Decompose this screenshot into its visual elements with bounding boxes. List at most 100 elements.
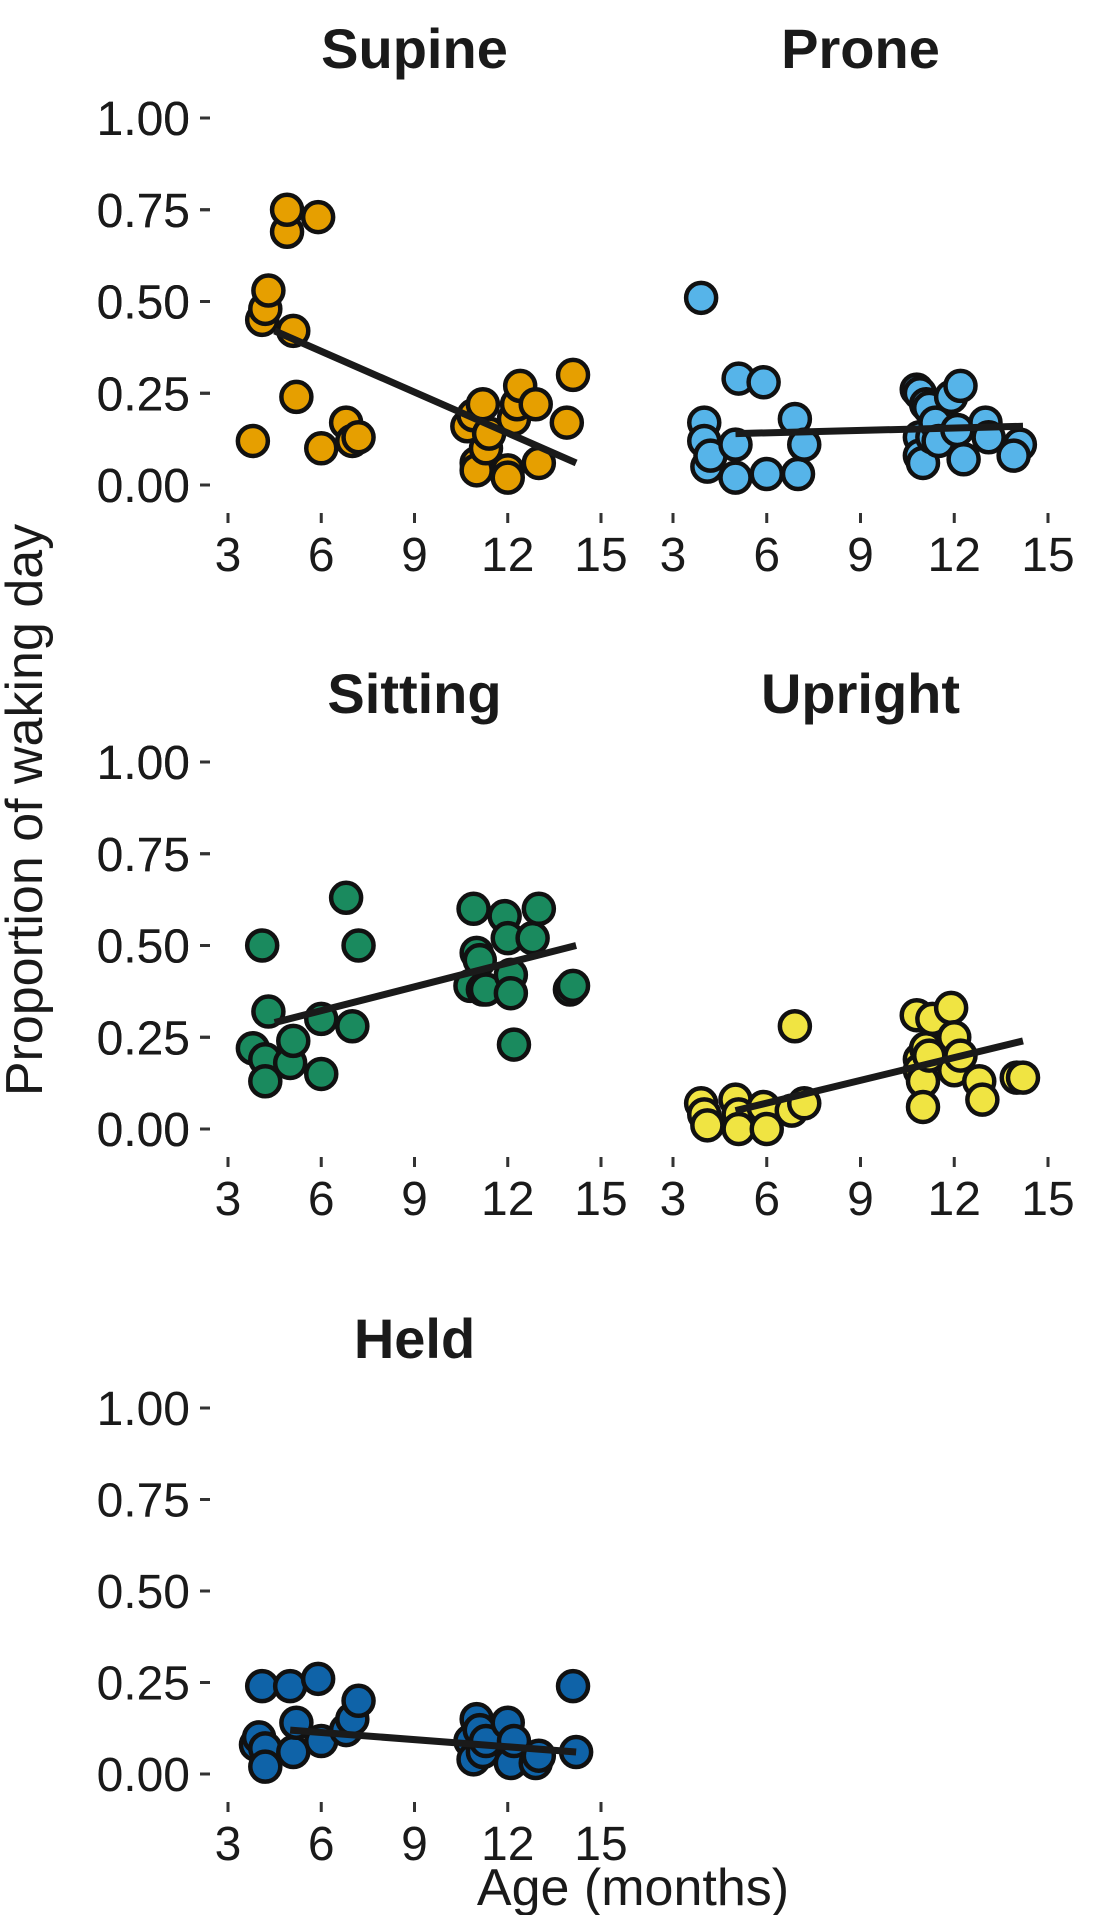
data-point xyxy=(304,431,339,466)
data-point xyxy=(341,420,376,455)
x-tick-label: 3 xyxy=(215,529,242,582)
data-point xyxy=(721,1111,756,1147)
x-tick-label: 6 xyxy=(308,529,335,582)
data-point xyxy=(965,1082,1000,1117)
panel-held: Held 0.00 0.25 0.50 0.75 1.00 3 6 9 12 15 xyxy=(97,1307,628,1871)
data-point xyxy=(690,1108,725,1143)
y-tick-label: 1.00 xyxy=(97,1383,190,1436)
data-point xyxy=(780,456,816,492)
data-point xyxy=(304,1056,339,1092)
y-tick-label: 0.75 xyxy=(97,185,190,238)
data-point xyxy=(248,1749,283,1784)
x-tick-label: 6 xyxy=(753,1173,780,1226)
y-tick-label: 0.25 xyxy=(97,368,190,421)
y-tick-label: 0.75 xyxy=(97,185,190,238)
data-point xyxy=(244,1668,280,1704)
panel-sitting: Sitting 0.00 0.25 0.50 0.75 1.00 3 6 9 12 15 xyxy=(97,662,628,1226)
x-tick-label: 9 xyxy=(401,529,428,582)
data-point xyxy=(996,438,1031,473)
x-tick-label: 15 xyxy=(574,529,627,582)
y-tick-label: 0.75 xyxy=(97,1475,190,1528)
data-point xyxy=(248,1064,283,1099)
data-point xyxy=(555,968,591,1004)
x-tick-label: 3 xyxy=(660,529,687,582)
x-tick-label: 15 xyxy=(574,1173,627,1226)
panel-title: Held xyxy=(354,1307,475,1370)
panel-title: Prone xyxy=(781,17,940,80)
x-tick-label: 3 xyxy=(215,1818,242,1871)
data-point xyxy=(493,975,529,1011)
data-point xyxy=(335,1008,370,1044)
data-point xyxy=(749,1111,784,1147)
y-tick-label: 0.25 xyxy=(97,1012,190,1065)
y-tick-label: 1.00 xyxy=(97,93,190,146)
points-upright xyxy=(683,990,1041,1147)
y-tick-label: 0.75 xyxy=(97,829,190,882)
data-point xyxy=(496,1027,532,1062)
y-tick-label: 0.00 xyxy=(97,460,190,513)
data-point xyxy=(300,199,336,235)
data-point xyxy=(518,387,553,422)
data-point xyxy=(244,928,280,963)
panel-upright: Upright 0.00 0.25 0.50 0.75 1.00 3 6 9 12 15 xyxy=(97,662,1075,1226)
y-tick-label: 0.00 xyxy=(97,1749,190,1802)
data-point xyxy=(251,273,286,308)
y-tick-label: 0.50 xyxy=(97,921,190,974)
data-point xyxy=(235,423,271,459)
points-supine xyxy=(235,192,591,495)
x-tick-label: 9 xyxy=(401,1173,428,1226)
y-tick-label: 0.25 xyxy=(97,368,190,421)
data-point xyxy=(300,1661,336,1697)
y-tick-label: 0.00 xyxy=(97,1104,190,1157)
y-axis-title: Proportion of waking day xyxy=(0,524,54,1096)
x-tick-label: 9 xyxy=(401,1818,428,1871)
data-point xyxy=(943,368,978,404)
data-point xyxy=(718,460,753,495)
trend-line xyxy=(735,422,1024,438)
data-point xyxy=(456,891,491,927)
y-tick-label: 0.50 xyxy=(97,277,190,330)
data-point xyxy=(272,1668,308,1704)
data-point xyxy=(933,990,969,1026)
data-point xyxy=(521,891,557,927)
panel-title: Upright xyxy=(761,662,960,725)
x-tick-label: 9 xyxy=(847,1173,874,1226)
y-tick-label: 0.25 xyxy=(97,1012,190,1065)
data-point xyxy=(549,405,585,440)
x-tick-label: 12 xyxy=(928,1173,981,1226)
data-point xyxy=(555,1668,591,1704)
x-tick-label: 12 xyxy=(928,529,981,582)
data-point xyxy=(515,920,550,956)
y-tick-label: 0.50 xyxy=(97,1566,190,1619)
trend-line xyxy=(273,942,578,1026)
data-point xyxy=(276,1023,311,1059)
points-held xyxy=(238,1661,594,1784)
x-tick-label: 3 xyxy=(660,1173,687,1226)
x-tick-label: 6 xyxy=(308,1173,335,1226)
data-point xyxy=(946,442,981,477)
data-point xyxy=(905,1089,941,1125)
data-point xyxy=(276,1734,311,1770)
facet-panels: Supine 0.00 0.25 0.50 0.75 1.00 3 6 9 12 15 Prone 0.… xyxy=(97,17,1075,1871)
panel-supine: Supine 0.00 0.25 0.50 0.75 1.00 3 6 9 12 15 xyxy=(97,17,628,582)
x-tick-label: 6 xyxy=(753,529,780,582)
points-sitting xyxy=(235,880,591,1099)
data-point xyxy=(341,928,376,963)
x-tick-label: 6 xyxy=(308,1818,335,1871)
y-tick-label: 1.00 xyxy=(97,737,190,790)
trend-line xyxy=(273,327,578,467)
y-tick-label: 1.00 xyxy=(97,737,190,790)
x-tick-label: 12 xyxy=(481,529,534,582)
points-prone xyxy=(683,280,1038,495)
x-tick-label: 15 xyxy=(1021,529,1074,582)
x-tick-label: 3 xyxy=(215,1173,242,1226)
x-axis-title: Age (months) xyxy=(477,1859,789,1915)
y-tick-label: 0.75 xyxy=(97,829,190,882)
x-tick-label: 12 xyxy=(481,1818,534,1871)
data-point xyxy=(718,427,753,462)
y-tick-label: 0.50 xyxy=(97,277,190,330)
data-point xyxy=(777,1008,813,1044)
data-point xyxy=(279,379,314,415)
x-tick-label: 9 xyxy=(847,529,874,582)
